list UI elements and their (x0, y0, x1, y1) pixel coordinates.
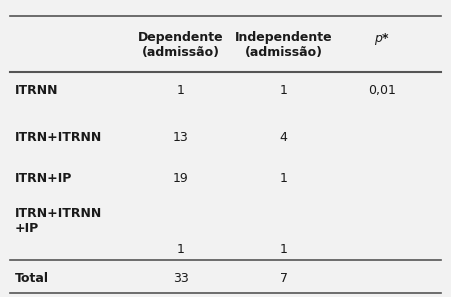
Text: 4: 4 (280, 131, 288, 144)
Text: 19: 19 (173, 172, 189, 185)
Text: 1: 1 (177, 243, 184, 256)
Text: Total: Total (15, 272, 49, 285)
Text: 0,01: 0,01 (368, 84, 396, 97)
Text: 1: 1 (280, 172, 288, 185)
Text: 13: 13 (173, 131, 189, 144)
Text: Independente
(admissão): Independente (admissão) (235, 31, 332, 59)
Text: 1: 1 (280, 84, 288, 97)
Text: ITRN+ITRNN: ITRN+ITRNN (15, 131, 102, 144)
Text: 7: 7 (280, 272, 288, 285)
Text: Dependente
(admissão): Dependente (admissão) (138, 31, 224, 59)
Text: 1: 1 (280, 243, 288, 256)
Text: 33: 33 (173, 272, 189, 285)
Text: ITRNN: ITRNN (15, 84, 58, 97)
Text: ITRN+IP: ITRN+IP (15, 172, 72, 185)
Text: ITRN+ITRNN
+IP: ITRN+ITRNN +IP (15, 207, 102, 235)
Text: 1: 1 (177, 84, 184, 97)
Text: $\it{p}$*: $\it{p}$* (374, 31, 391, 47)
